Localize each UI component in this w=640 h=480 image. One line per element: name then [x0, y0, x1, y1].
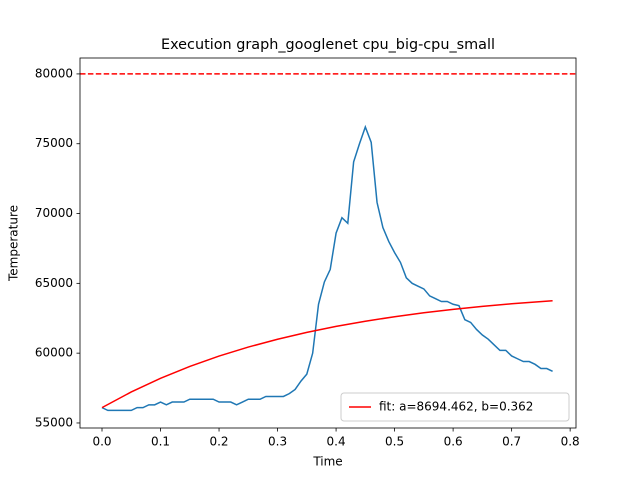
chart-title: Execution graph_googlenet cpu_big-cpu_sm…: [161, 37, 495, 53]
x-tick-label: 0.4: [327, 435, 346, 449]
y-tick-label: 70000: [35, 206, 73, 220]
y-tick-label: 60000: [35, 346, 73, 360]
x-tick-label: 0.3: [268, 435, 287, 449]
x-axis-label: Time: [312, 455, 342, 469]
x-tick-label: 0.6: [444, 435, 463, 449]
x-tick-label: 0.8: [561, 435, 580, 449]
legend-box: [340, 392, 570, 422]
x-tick-label: 0.1: [151, 435, 170, 449]
series-line: [101, 299, 553, 409]
legend-label: fit: a=8694.462, b=0.362: [379, 400, 533, 414]
x-tick-label: 0.7: [502, 435, 521, 449]
x-tick-label: 0.2: [209, 435, 228, 449]
x-tick-label: 0.5: [385, 435, 404, 449]
axes-frame: [79, 57, 577, 429]
y-axis-label: Temperature: [7, 205, 21, 282]
y-tick-label: 55000: [35, 415, 73, 429]
y-tick-label: 65000: [35, 276, 73, 290]
y-tick-label: 80000: [35, 66, 73, 80]
y-tick-label: 75000: [35, 136, 73, 150]
x-tick-label: 0.0: [92, 435, 111, 449]
series-line: [101, 124, 553, 412]
